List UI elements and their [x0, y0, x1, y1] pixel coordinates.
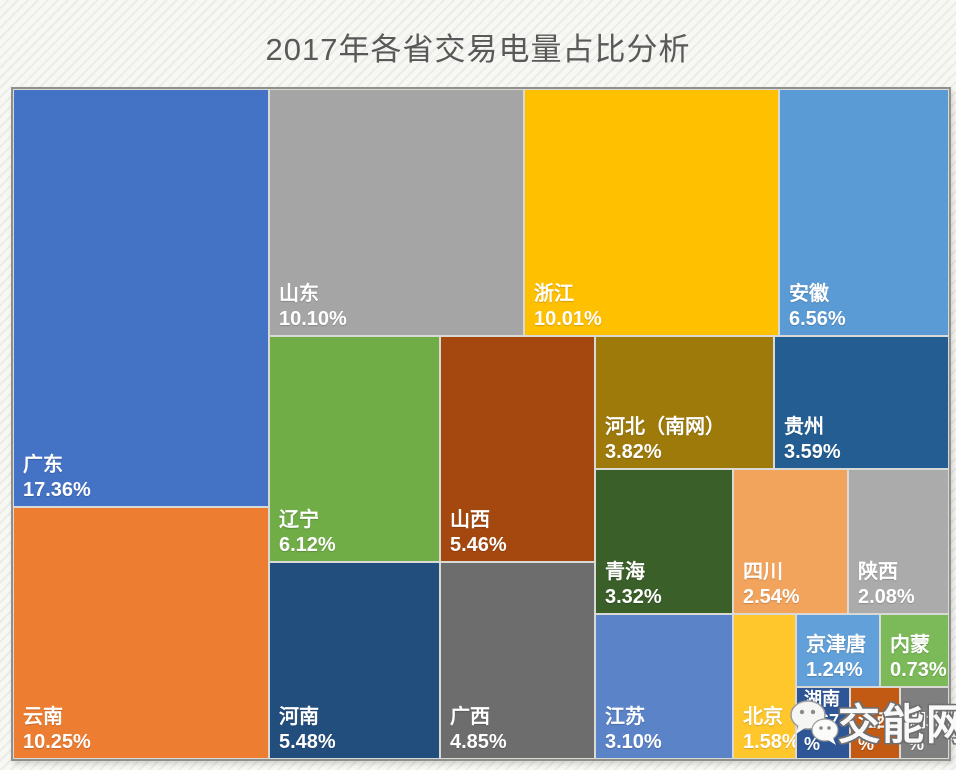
tile-label: 广东 17.36%: [23, 453, 91, 503]
tile-percent-value: 0.67: [804, 711, 840, 732]
tile-province-name: 浙江: [534, 283, 574, 306]
tile-percent-value: 5.46%: [450, 534, 507, 557]
tile-province-name: 江苏: [605, 706, 645, 729]
treemap-tile: 山西 5.46%: [441, 337, 594, 561]
tile-label: 青海 3.32%: [605, 560, 662, 610]
treemap-tile: 广西 4.85%: [441, 563, 594, 758]
tile-label: 辽宁 6.12%: [279, 508, 336, 558]
tile-percent-value: 4.85%: [450, 731, 507, 754]
tile-label: 京津唐 1.24%: [806, 633, 866, 683]
tile-province-name: 贵州: [784, 416, 824, 439]
treemap-tile: 江西%: [851, 688, 899, 758]
treemap-chart: 广东 17.36% 云南 10.25% 山东 10.10% 浙江 10.01% 安徽 6.56% 辽…: [11, 87, 951, 761]
tile-province-name: 内蒙: [890, 634, 930, 657]
tile-percent-value: 1.24%: [806, 659, 863, 682]
treemap-tile: 山东 10.10%: [270, 90, 523, 335]
tile-province-name: 四川: [743, 561, 783, 584]
treemap-tile: 辽宁 6.12%: [270, 337, 439, 561]
treemap-tile: 湖北%: [901, 688, 948, 758]
tile-percent-value: 3.59%: [784, 441, 841, 464]
tile-percent-value: 2.54%: [743, 586, 800, 609]
chart-title: 2017年各省交易电量占比分析: [265, 32, 691, 67]
treemap-tile: 安徽 6.56%: [780, 90, 948, 335]
tile-percent-value: %: [804, 733, 821, 754]
tile-label: 内蒙 0.73%: [890, 633, 947, 683]
tile-province-name: 辽宁: [279, 509, 319, 532]
tile-label: 浙江 10.01%: [534, 282, 602, 332]
tile-label: 河南 5.48%: [279, 705, 336, 755]
tile-percent-value: 6.56%: [789, 308, 846, 331]
tile-label: 广西 4.85%: [450, 705, 507, 755]
tile-label: 安徽 6.56%: [789, 282, 846, 332]
treemap-tile: 内蒙 0.73%: [881, 615, 948, 686]
tile-province-name: 青海: [605, 561, 645, 584]
tile-percent-value: 10.01%: [534, 308, 602, 331]
tile-label: 湖北%: [908, 710, 944, 755]
tile-percent-value: 3.82%: [605, 441, 662, 464]
tile-percent-value: 3.10%: [605, 731, 662, 754]
tile-percent-value: 10.10%: [279, 308, 347, 331]
tile-percent-value: %: [858, 733, 875, 754]
tile-percent-value: %: [908, 733, 925, 754]
treemap-tile: 京津唐 1.24%: [797, 615, 879, 686]
tile-percent-value: 5.48%: [279, 731, 336, 754]
treemap-tile: 云南 10.25%: [14, 508, 268, 758]
tile-label: 北京 1.58%: [743, 705, 795, 755]
treemap-tile: 广东 17.36%: [14, 90, 268, 506]
tile-percent-value: 3.32%: [605, 586, 662, 609]
tile-label: 山东 10.10%: [279, 282, 347, 332]
tile-province-name: 河北（南网）: [605, 416, 725, 439]
tile-label: 江西%: [858, 710, 894, 755]
tile-label: 贵州 3.59%: [784, 415, 841, 465]
treemap-tile: 四川 2.54%: [734, 470, 847, 613]
tile-province-name: 河南: [279, 706, 319, 729]
tile-province-name: 云南: [23, 706, 63, 729]
tile-province-name: 京津唐: [806, 634, 866, 657]
tile-province-name: 安徽: [789, 283, 829, 306]
tile-label: 山西 5.46%: [450, 508, 507, 558]
tile-province-name: 江西: [858, 711, 894, 732]
tile-province-name: 广东: [23, 454, 63, 477]
treemap-tile: 湖南 0.67%: [797, 688, 849, 758]
tile-province-name: 山东: [279, 283, 319, 306]
tile-percent-value: 17.36%: [23, 479, 91, 502]
treemap-tile: 河北（南网） 3.82%: [596, 337, 773, 468]
treemap-tile: 河南 5.48%: [270, 563, 439, 758]
tile-percent-value: 10.25%: [23, 731, 91, 754]
treemap-tile: 江苏 3.10%: [596, 615, 732, 758]
tile-label: 陕西 2.08%: [858, 560, 915, 610]
tile-label: 江苏 3.10%: [605, 705, 662, 755]
treemap-tile: 陕西 2.08%: [849, 470, 948, 613]
tile-province-name: 湖南: [804, 689, 840, 710]
tile-percent-value: 2.08%: [858, 586, 915, 609]
tile-label: 四川 2.54%: [743, 560, 800, 610]
treemap-tile: 贵州 3.59%: [775, 337, 948, 468]
tile-percent-value: 1.58%: [743, 731, 795, 754]
treemap-tile: 青海 3.32%: [596, 470, 732, 613]
tile-percent-value: 0.73%: [890, 659, 947, 682]
tile-label: 河北（南网） 3.82%: [605, 415, 725, 465]
tile-label: 湖南 0.67%: [804, 688, 840, 755]
tile-province-name: 广西: [450, 706, 490, 729]
tile-province-name: 山西: [450, 509, 490, 532]
tile-percent-value: 6.12%: [279, 534, 336, 557]
tile-province-name: 北京: [743, 706, 783, 729]
treemap-tile: 浙江 10.01%: [525, 90, 778, 335]
tile-province-name: 陕西: [858, 561, 898, 584]
tile-label: 云南 10.25%: [23, 705, 91, 755]
tile-province-name: 湖北: [908, 711, 944, 732]
treemap-tile: 北京 1.58%: [734, 615, 795, 758]
